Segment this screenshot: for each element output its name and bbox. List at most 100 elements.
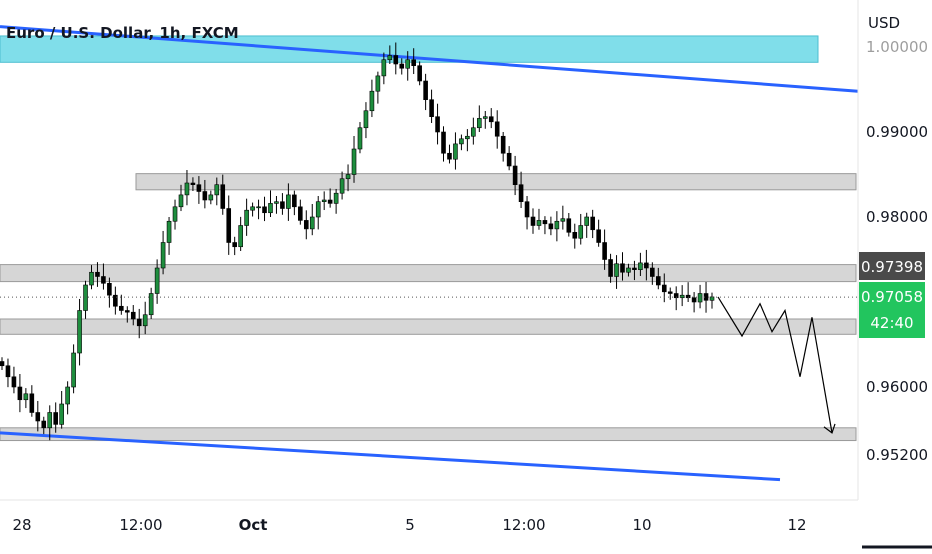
y-tick-label: 0.98000	[866, 208, 928, 226]
candle	[536, 208, 542, 230]
candle	[208, 190, 214, 205]
candle	[119, 294, 124, 315]
candle	[29, 385, 35, 417]
candle	[673, 286, 679, 311]
candle	[124, 306, 130, 323]
candle	[614, 255, 619, 289]
candle	[608, 253, 613, 283]
candle	[417, 61, 422, 86]
candle	[148, 287, 154, 319]
candle	[638, 252, 643, 276]
candle	[429, 89, 434, 123]
y-tick-label: 0.99000	[866, 123, 928, 141]
zones-layer	[0, 35, 857, 442]
candle	[309, 204, 315, 236]
candle	[298, 199, 303, 225]
candle	[554, 211, 560, 242]
candle	[632, 260, 637, 281]
candle	[405, 51, 411, 81]
candle	[190, 177, 196, 191]
candle	[345, 164, 351, 192]
candle	[321, 191, 327, 211]
candle	[685, 282, 691, 302]
candle	[518, 171, 524, 208]
candle	[303, 210, 309, 240]
candle	[71, 344, 76, 394]
candle	[77, 298, 82, 366]
trendline-upper	[0, 25, 859, 93]
x-tick-label: 10	[632, 516, 651, 534]
candle	[369, 79, 375, 118]
candle	[11, 366, 17, 394]
candle	[202, 179, 208, 209]
candle	[626, 263, 631, 277]
candle	[262, 196, 267, 222]
candle	[506, 146, 512, 171]
candle	[357, 122, 363, 154]
candle	[584, 212, 590, 238]
candle	[154, 259, 160, 304]
x-ticks-layer: 28 12:00 Oct 5 12:00 10 12	[12, 516, 806, 534]
candle	[160, 230, 166, 275]
x-tick-label: 5	[405, 516, 415, 534]
candle	[101, 263, 106, 290]
trendlines-layer	[0, 25, 859, 482]
candle	[5, 358, 11, 388]
x-tick-label: Oct	[239, 516, 268, 534]
candle	[381, 52, 387, 85]
candle	[596, 219, 601, 247]
candle	[465, 129, 470, 152]
candle	[107, 277, 112, 308]
candle	[250, 202, 255, 217]
y-tick-label: 1.00000	[866, 38, 928, 56]
y-tick-label: 0.95200	[866, 446, 928, 464]
projection-layer	[717, 296, 836, 434]
candle	[226, 195, 232, 255]
candle	[548, 216, 554, 236]
candle	[500, 132, 506, 162]
projection-path	[717, 296, 833, 434]
candle	[244, 198, 249, 236]
candle	[477, 105, 482, 132]
zone-resistance-1	[135, 173, 857, 191]
zone-support-2	[0, 427, 857, 442]
candle	[256, 199, 261, 220]
candle	[542, 216, 548, 235]
candle	[590, 209, 595, 239]
candle	[136, 308, 142, 339]
candle	[566, 212, 572, 237]
candle	[524, 195, 530, 230]
candle	[656, 267, 661, 290]
candle	[578, 213, 584, 245]
candle	[471, 117, 476, 145]
candle	[441, 126, 446, 162]
candle	[572, 223, 578, 249]
candle	[435, 103, 440, 145]
candle	[292, 190, 297, 216]
candle	[691, 292, 697, 313]
x-tick-label: 12:00	[119, 516, 162, 534]
current-price-badge: 0.97058 42:40	[859, 282, 925, 338]
candle	[83, 280, 88, 319]
candle	[166, 217, 172, 255]
candle	[274, 195, 279, 214]
candle	[89, 265, 94, 290]
y-ticks-layer: 1.00000 0.99000 0.98000 0.96000 0.95200	[866, 38, 928, 464]
candle	[620, 252, 625, 281]
candle	[41, 416, 47, 435]
last-close-badge: 0.97398	[859, 252, 925, 280]
candle	[488, 108, 494, 129]
projection-arrowhead	[823, 423, 836, 434]
candle	[142, 301, 148, 335]
candle	[65, 381, 70, 415]
candle	[214, 177, 220, 206]
last-close-value: 0.97398	[861, 258, 923, 276]
candle	[459, 134, 464, 151]
candle	[95, 262, 100, 287]
candle	[667, 287, 673, 300]
candle	[602, 229, 607, 270]
candle	[232, 236, 237, 256]
candle	[184, 170, 190, 206]
